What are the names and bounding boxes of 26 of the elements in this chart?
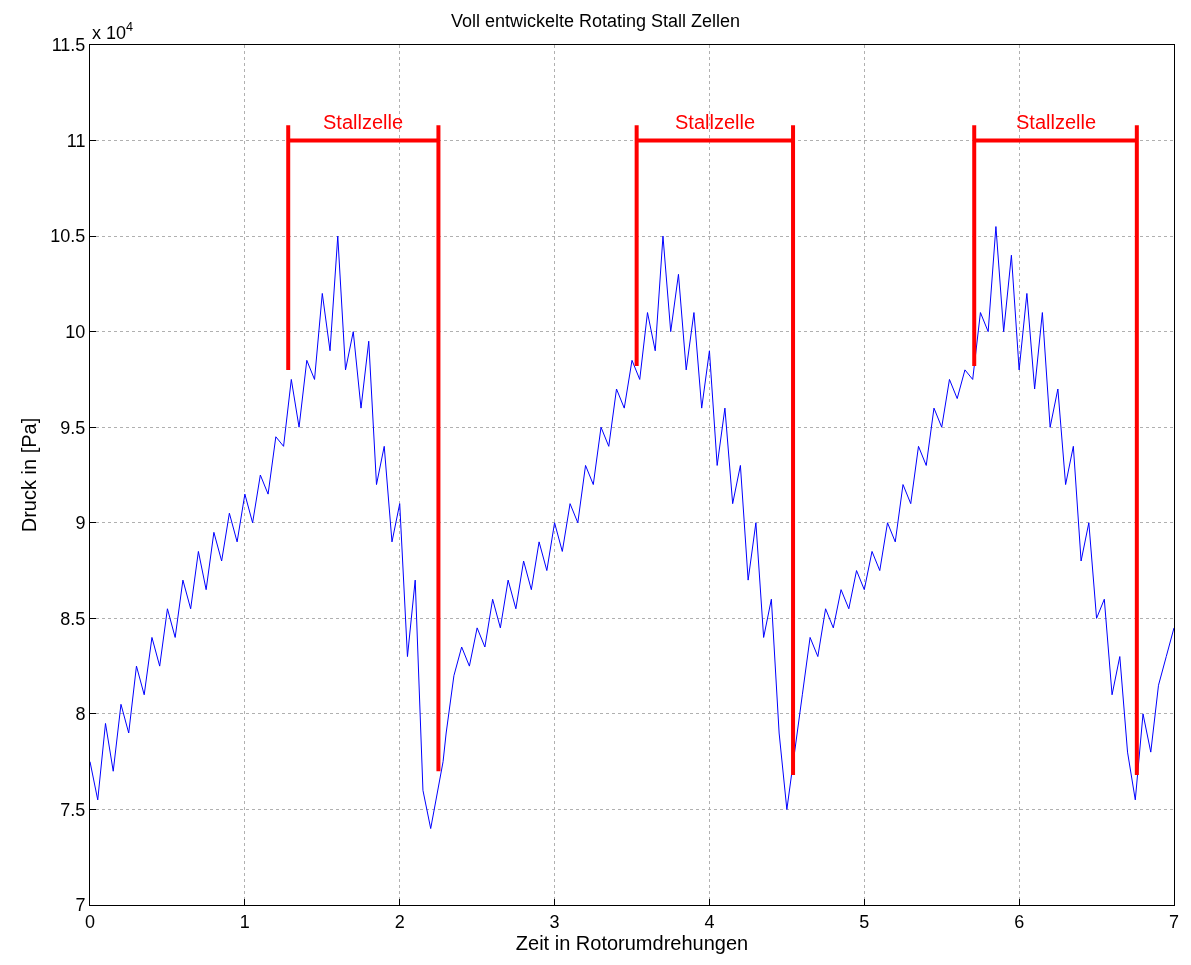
y-axis-title: Druck in [Pa]	[17, 417, 40, 533]
x-tick-label: 3	[549, 911, 560, 932]
y-tick-label: 9	[75, 513, 86, 534]
x-tick-label: 4	[704, 911, 715, 932]
annotation: Stallzelle	[675, 111, 756, 133]
text: x 10$^{4}$	[92, 20, 134, 43]
y-tick-label: 7	[75, 895, 86, 916]
y-tick-label: 10.5	[50, 226, 86, 247]
y-tick-label: 8.5	[60, 608, 86, 629]
x-tick-label: 2	[394, 911, 405, 932]
line-series	[90, 226, 1174, 830]
x-axis-title: Zeit in Rotorumdrehungen	[515, 931, 749, 954]
x-tick-label: 1	[239, 911, 250, 932]
x-tick-label: 6	[1014, 911, 1025, 932]
y-tick-label: 11	[66, 130, 86, 151]
annotation: Stallzelle	[1016, 111, 1097, 133]
x-tick-label: 5	[859, 911, 870, 932]
y-tick-label: 11.5	[51, 35, 86, 56]
y-tick-label: 10	[65, 321, 86, 342]
x-tick-label: 7	[1168, 911, 1180, 932]
y-tick-label: 7.5	[60, 799, 86, 820]
chart-title: Voll entwickelte Rotating Stall Zellen	[450, 11, 741, 32]
y-tick-label: 9.5	[60, 417, 86, 438]
annotation: Stallzelle	[323, 111, 404, 133]
x-tick-label: 0	[84, 911, 96, 932]
y-tick-label: 8	[75, 704, 86, 725]
